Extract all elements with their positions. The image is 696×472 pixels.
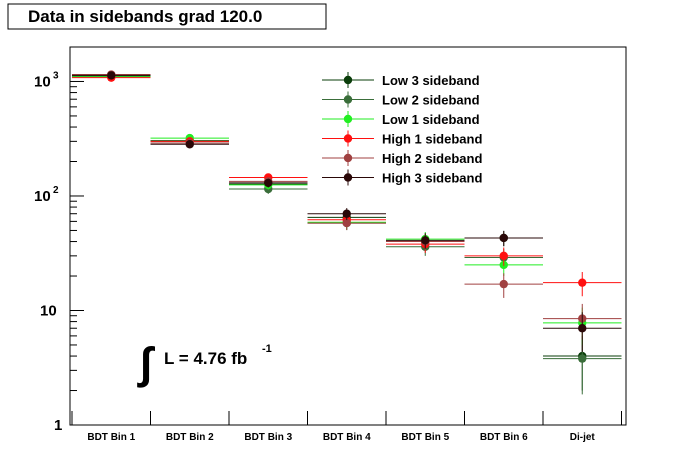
x-tick-label: BDT Bin 6 — [480, 432, 528, 443]
y-tick-label: 10 — [34, 73, 51, 90]
luminosity-text: L = 4.76 fb — [164, 349, 247, 368]
legend-label: Low 2 sideband — [382, 93, 480, 108]
legend-label: High 2 sideband — [382, 151, 482, 166]
title-box — [7, 3, 327, 30]
data-point — [499, 233, 508, 243]
series-3 — [72, 73, 622, 297]
y-tick-label: 1 — [54, 417, 62, 434]
legend-marker — [343, 173, 353, 182]
luminosity-exponent: -1 — [262, 343, 272, 355]
data-point — [264, 178, 273, 188]
data-point — [421, 236, 430, 245]
x-tick-label: BDT Bin 4 — [323, 432, 371, 443]
y-tick-label: 10 — [40, 302, 57, 319]
series-4 — [72, 70, 622, 340]
legend-label: High 1 sideband — [382, 132, 482, 147]
data-point — [499, 251, 508, 261]
y-tick-exponent: 2 — [53, 185, 59, 196]
data-point — [499, 279, 508, 289]
x-tick-label: BDT Bin 2 — [166, 432, 214, 443]
data-point — [185, 140, 194, 149]
integral-sign: ∫ — [137, 339, 156, 388]
legend-label: Low 3 sideband — [382, 73, 480, 88]
data-point — [342, 218, 351, 228]
data-layer — [72, 70, 622, 395]
x-tick-label: Di-jet — [570, 432, 596, 443]
y-tick-exponent: 3 — [53, 70, 59, 81]
luminosity-annotation: ∫ L = 4.76 fb -1 — [137, 339, 272, 388]
x-axis: BDT Bin 1 BDT Bin 2 BDT Bin 3 BDT Bin 4 BDT … — [71, 411, 622, 443]
plot-frame — [69, 46, 627, 426]
x-tick-label: BDT Bin 3 — [244, 432, 292, 443]
legend: Low 3 sideband Low 2 sideband Low 1 sideba… — [322, 72, 482, 186]
x-tick-label: BDT Bin 5 — [401, 432, 449, 443]
chart-title: Data in sidebands grad 120.0 — [28, 7, 262, 26]
legend-marker — [343, 75, 353, 85]
data-point — [342, 209, 351, 218]
legend-marker — [343, 134, 353, 143]
legend-label: High 3 sideband — [382, 171, 482, 186]
data-point — [578, 278, 587, 287]
data-point — [578, 354, 587, 363]
legend-marker — [343, 114, 353, 124]
data-point — [107, 71, 116, 80]
y-tick-label: 10 — [34, 188, 51, 205]
legend-label: Low 1 sideband — [382, 112, 480, 127]
legend-marker — [343, 95, 353, 104]
data-point — [578, 324, 587, 333]
x-tick-label: BDT Bin 1 — [87, 432, 135, 443]
series-5 — [72, 71, 622, 352]
legend-marker — [343, 153, 353, 163]
